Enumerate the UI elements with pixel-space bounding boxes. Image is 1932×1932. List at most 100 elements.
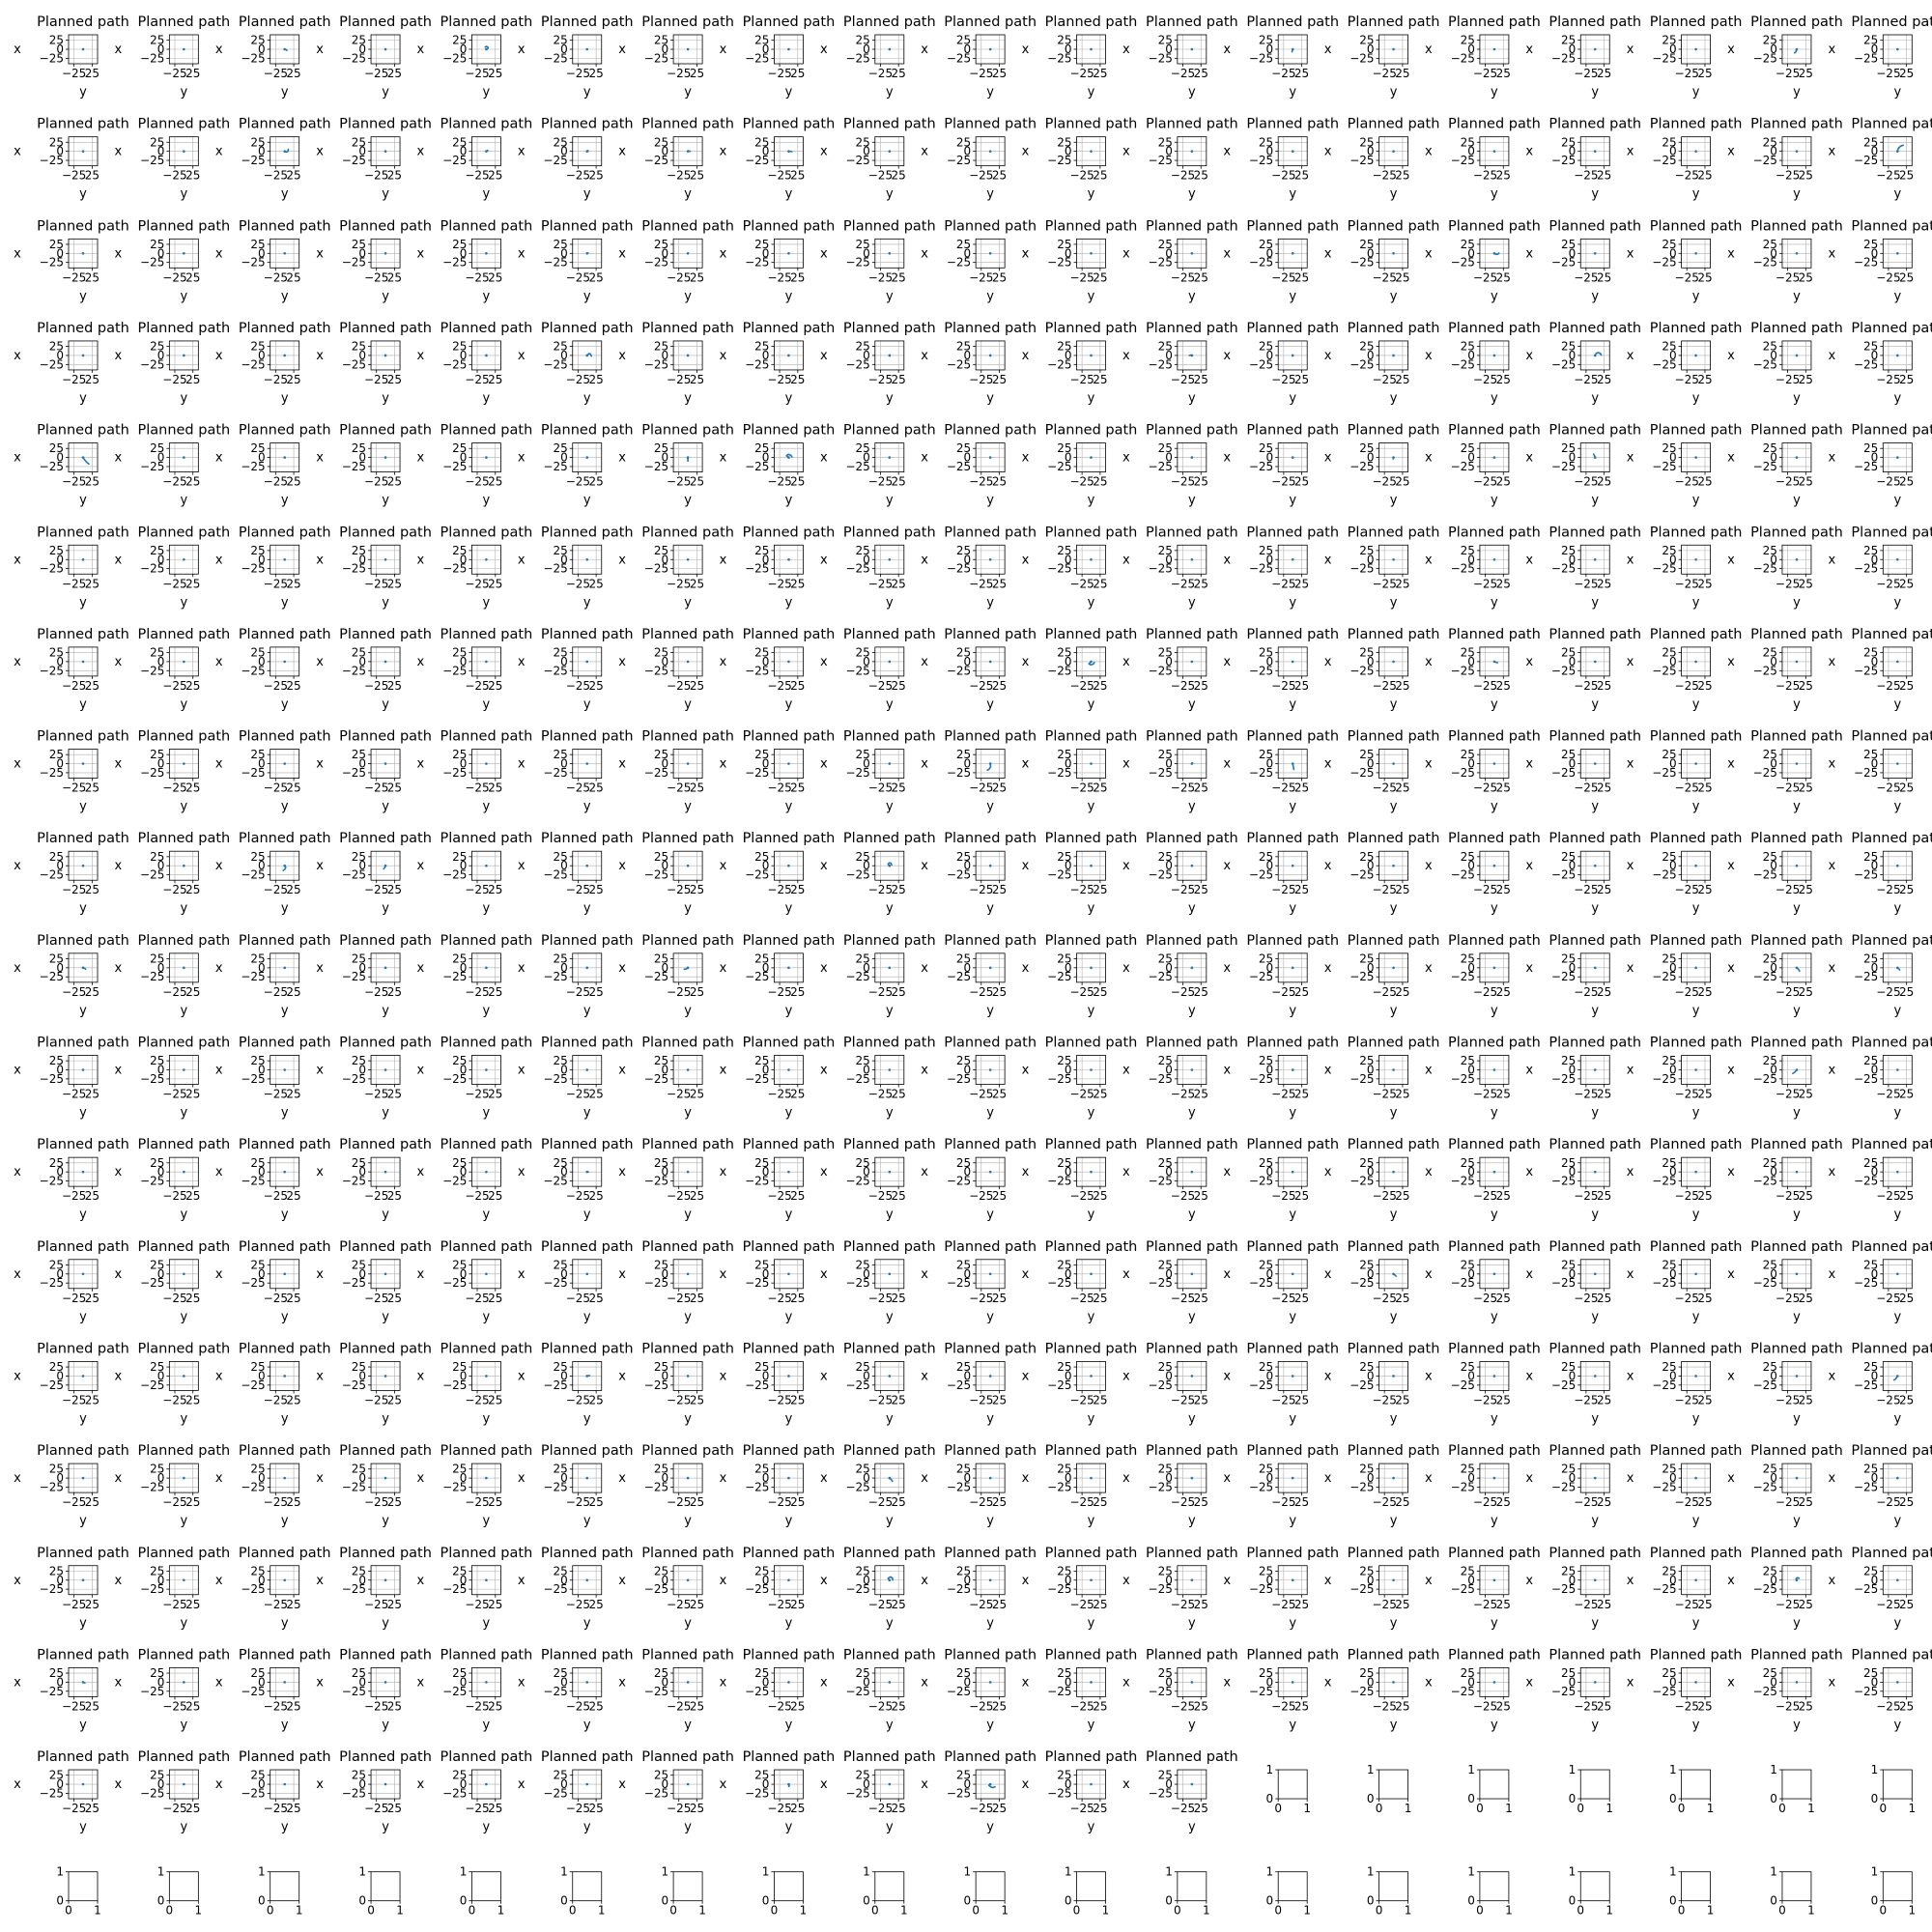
x-tick-label: 25 [1697,373,1712,386]
x-axis-label: y [986,289,994,303]
x-tick-label: 25 [1496,1189,1511,1203]
x-axis-label: y [1390,595,1398,610]
x-tick-label: 25 [488,679,502,693]
path-start-point [687,456,690,459]
y-axis-label: x [1324,553,1332,567]
y-tick-label: 25 [1561,441,1576,455]
x-tick-label: −25 [566,270,590,284]
y-tick-label: 25 [956,1156,971,1170]
x-axis-label: y [785,391,793,406]
panel-title: Planned path [944,423,1037,439]
path-start-point [889,1068,892,1071]
y-tick-label: 25 [956,34,971,47]
x-tick-label: 25 [85,373,99,386]
path-start-point [183,355,185,357]
panel-title: Planned path [743,729,836,745]
x-tick-label: −25 [868,1189,893,1203]
x-tick-label: 25 [1597,577,1611,590]
y-axis-label: x [820,757,828,772]
panel-title: Planned path [541,218,634,234]
path-start-point [183,48,185,51]
x-axis-label: y [1088,391,1095,406]
path-start-point [485,558,488,561]
path-start-point [889,456,892,459]
y-axis-label: x [720,1165,727,1179]
x-axis-label: y [886,595,894,610]
x-tick-label: −25 [1069,1189,1094,1203]
x-tick-label: −25 [868,169,893,183]
path-start-point [1191,558,1194,561]
y-axis-label: x [820,553,828,567]
x-tick-label: 25 [85,1189,99,1203]
x-tick-label: −25 [62,1189,86,1203]
y-tick-label: 25 [452,238,467,251]
panel-title: Planned path [1246,1137,1339,1152]
y-tick-label: 25 [352,340,366,354]
panel-title: Planned path [1650,627,1743,642]
y-axis-label: x [921,757,928,772]
y-tick-label: 25 [352,34,366,47]
x-axis-label: y [886,901,894,916]
y-tick-label: 25 [1158,544,1173,557]
y-tick-label: 25 [553,135,567,149]
x-tick-label: 25 [1697,169,1712,183]
x-tick-label: 25 [790,1088,805,1101]
x-tick-label: −25 [364,67,388,80]
y-tick-label: 25 [1561,544,1576,557]
x-tick-label: −25 [1776,169,1800,183]
x-axis-label: y [1491,1004,1498,1018]
y-tick-label: 25 [856,748,870,761]
x-tick-label: −25 [1069,883,1094,896]
x-tick-label: 25 [1194,1088,1208,1101]
y-tick-label: 25 [1057,646,1071,660]
x-tick-label: 25 [892,67,906,80]
x-tick-label: −25 [162,985,186,999]
y-tick-label: 25 [150,340,164,354]
x-tick-label: 25 [1294,67,1309,80]
path-start-point [183,1068,185,1071]
y-tick-label: 25 [1461,1156,1475,1170]
x-axis-label: y [180,697,187,712]
path-start-point [1191,762,1194,765]
x-tick-label: 25 [992,577,1007,590]
x-tick-label: −25 [767,1088,791,1101]
y-tick-label: 25 [352,135,366,149]
y-axis-label: x [1324,145,1332,159]
y-axis-label: x [1122,349,1130,363]
panel-title: Planned path [843,627,936,642]
panel-title: Planned path [1045,1036,1138,1051]
panel-title: Planned path [440,729,533,745]
x-tick-label: 25 [1496,67,1511,80]
x-tick-label: −25 [364,270,388,284]
y-tick-label: 25 [1158,1054,1173,1067]
x-tick-label: −25 [1675,679,1699,693]
y-axis-label: x [1425,553,1433,567]
y-tick-label: 25 [1259,1156,1273,1170]
panel-title: Planned path [541,1137,634,1152]
x-axis-label: y [1491,187,1498,202]
x-tick-label: 25 [488,373,502,386]
x-axis-label: y [684,595,692,610]
path-start-point [82,150,85,153]
path-start-point [1896,865,1899,867]
x-tick-label: 25 [892,985,906,999]
path-start-point [1090,252,1093,255]
x-tick-label: −25 [969,270,993,284]
x-tick-label: 25 [992,67,1007,80]
panel-title: Planned path [541,831,634,846]
